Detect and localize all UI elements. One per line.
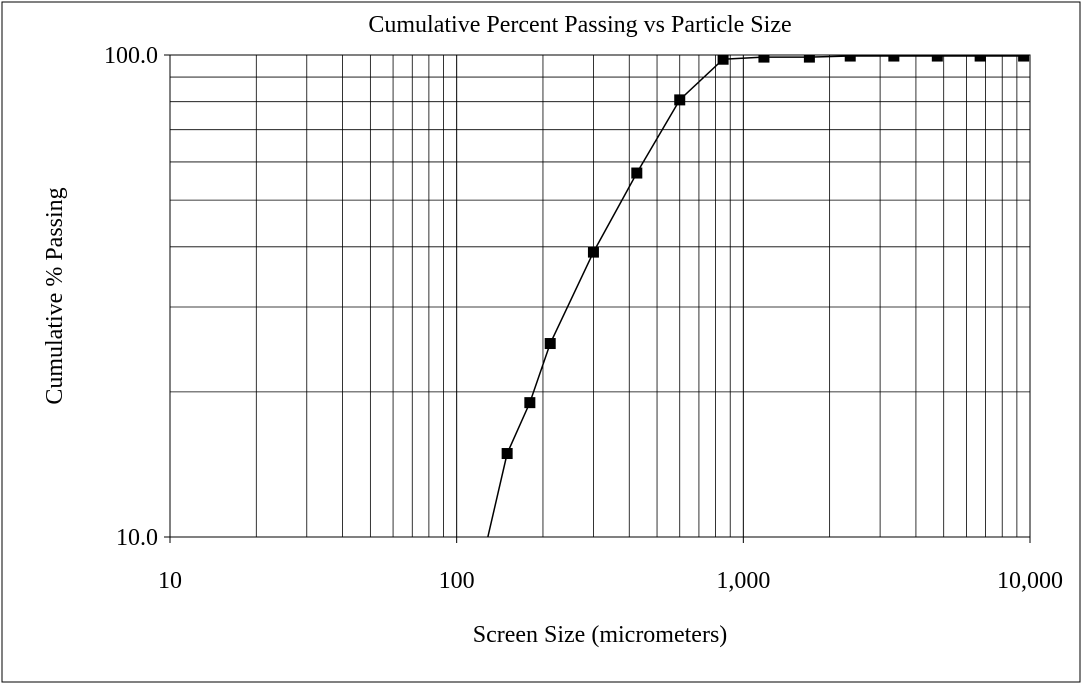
data-point — [758, 55, 770, 63]
data-point — [931, 55, 943, 62]
data-point — [844, 55, 856, 62]
data-point — [803, 55, 815, 63]
y-axis-label: Cumulative % Passing — [42, 187, 68, 404]
data-point — [888, 55, 900, 62]
data-point — [524, 397, 536, 409]
plot-area — [487, 55, 1030, 537]
data-point — [544, 338, 556, 350]
chart-title: Cumulative Percent Passing vs Particle S… — [368, 12, 791, 38]
x-tick-label: 1,000 — [716, 568, 770, 594]
y-tick-label: 100.0 — [104, 43, 158, 69]
plot-border — [169, 54, 1031, 538]
x-tick-label: 10 — [158, 568, 182, 594]
x-axis-label: Screen Size (micrometers) — [473, 622, 728, 648]
y-tick-label: 10.0 — [116, 525, 158, 551]
x-tick-label: 10,000 — [997, 568, 1063, 594]
data-point — [587, 246, 599, 258]
x-tick-label: 100 — [439, 568, 475, 594]
data-point — [674, 94, 686, 106]
data-point — [1018, 55, 1030, 62]
data-point — [974, 55, 986, 62]
data-point — [717, 55, 729, 65]
data-point — [631, 167, 643, 179]
data-point — [501, 448, 513, 460]
